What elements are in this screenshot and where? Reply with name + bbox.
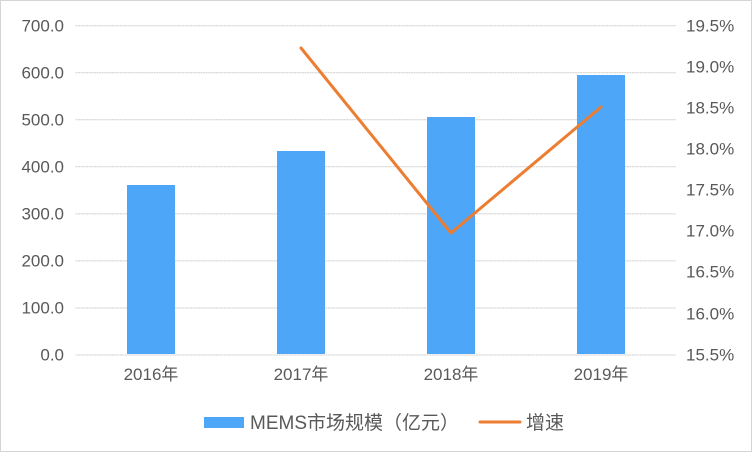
- svg-text:500.0: 500.0: [21, 111, 64, 130]
- svg-text:700.0: 700.0: [21, 17, 64, 36]
- svg-text:18.5%: 18.5%: [686, 99, 734, 118]
- svg-text:17.0%: 17.0%: [686, 222, 734, 241]
- svg-text:18.0%: 18.0%: [686, 140, 734, 159]
- svg-text:400.0: 400.0: [21, 158, 64, 177]
- svg-text:0.0: 0.0: [40, 346, 64, 365]
- svg-text:200.0: 200.0: [21, 252, 64, 271]
- svg-text:16.5%: 16.5%: [686, 263, 734, 282]
- svg-text:17.5%: 17.5%: [686, 181, 734, 200]
- svg-text:2019年: 2019年: [574, 365, 629, 384]
- svg-text:15.5%: 15.5%: [686, 346, 734, 365]
- svg-text:2016年: 2016年: [124, 365, 179, 384]
- svg-text:16.0%: 16.0%: [686, 305, 734, 324]
- svg-text:19.0%: 19.0%: [686, 58, 734, 77]
- svg-text:300.0: 300.0: [21, 205, 64, 224]
- svg-text:增速: 增速: [526, 412, 564, 434]
- svg-text:600.0: 600.0: [21, 64, 64, 83]
- svg-text:19.5%: 19.5%: [686, 17, 734, 36]
- svg-text:2018年: 2018年: [424, 365, 479, 384]
- svg-text:2017年: 2017年: [274, 365, 329, 384]
- svg-text:100.0: 100.0: [21, 299, 64, 318]
- svg-text:MEMS市场规模（亿元）: MEMS市场规模（亿元）: [250, 412, 459, 434]
